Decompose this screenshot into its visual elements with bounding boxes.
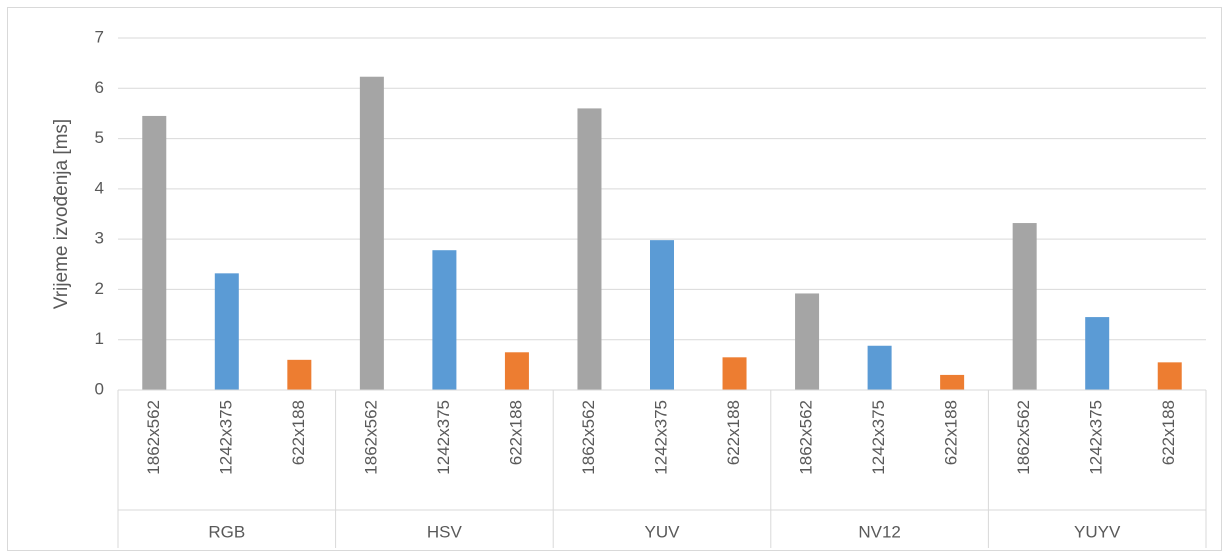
group-label: YUYV	[1074, 522, 1121, 541]
x-tick-label: 622x188	[289, 400, 308, 465]
y-tick-label: 7	[95, 27, 104, 46]
bar	[1085, 317, 1110, 390]
x-tick-label: 1862x562	[579, 400, 598, 475]
x-tick-label: 622x188	[942, 400, 961, 465]
x-tick-label: 1862x562	[144, 400, 163, 475]
bar	[504, 352, 529, 390]
x-tick-label: 1862x562	[1014, 400, 1033, 475]
group-label: YUV	[645, 522, 681, 541]
y-axis-title: Vrijeme izvođenja [ms]	[51, 119, 72, 309]
group-label: NV12	[858, 522, 901, 541]
x-tick-label: 1242x375	[434, 400, 453, 475]
y-tick-label: 4	[95, 178, 104, 197]
x-tick-label: 1862x562	[361, 400, 380, 475]
bar	[722, 357, 747, 390]
x-tick-label: 1242x375	[1087, 400, 1106, 475]
x-tick-label: 622x188	[1159, 400, 1178, 465]
bar	[650, 240, 674, 390]
x-tick-label: 1862x562	[797, 400, 816, 475]
chart-border	[7, 7, 1222, 551]
x-tick-label: 1242x375	[869, 400, 888, 475]
y-tick-label: 1	[95, 329, 104, 348]
y-tick-label: 3	[95, 229, 104, 248]
bar	[359, 76, 384, 390]
bar	[287, 359, 312, 390]
x-tick-label: 622x188	[506, 400, 525, 465]
bar	[940, 374, 965, 390]
bar	[1157, 362, 1182, 390]
bar	[432, 250, 457, 390]
y-tick-label: 6	[95, 78, 104, 97]
x-tick-label: 1242x375	[651, 400, 670, 475]
x-tick-label: 622x188	[724, 400, 743, 465]
bar	[1012, 223, 1037, 390]
bar	[214, 273, 239, 390]
bar	[795, 293, 820, 390]
group-label: RGB	[208, 522, 245, 541]
bar	[867, 345, 892, 390]
x-tick-label: 1242x375	[216, 400, 235, 475]
group-label: HSV	[427, 522, 463, 541]
bar	[142, 115, 167, 390]
y-tick-label: 5	[95, 128, 104, 147]
y-tick-label: 2	[95, 279, 104, 298]
bar	[577, 108, 602, 391]
y-tick-label: 0	[95, 379, 104, 398]
